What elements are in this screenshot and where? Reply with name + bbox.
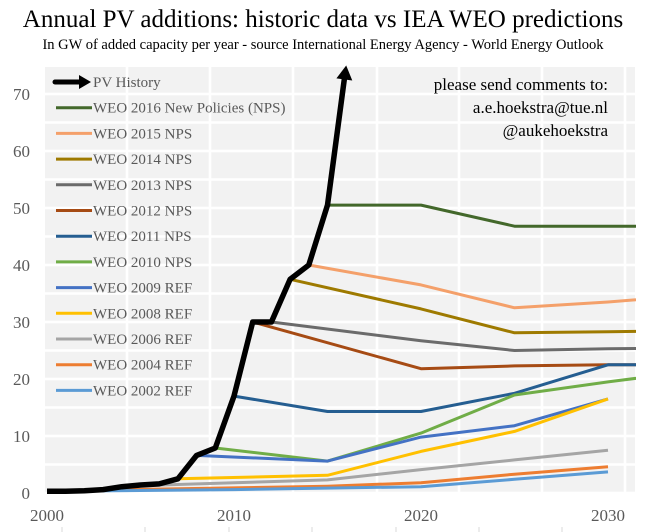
legend-item: WEO 2015 NPS — [56, 126, 192, 142]
series-line-weo-2014-nps — [289, 277, 636, 335]
annotation: please send comments to: a.e.hoekstra@tu… — [434, 75, 609, 140]
annotation-handle: @aukehoekstra — [503, 121, 609, 140]
legend-label: WEO 2009 REF — [93, 281, 192, 297]
legend-item: WEO 2004 REF — [56, 358, 192, 374]
y-axis: 0 10 20 30 40 50 60 70 — [13, 85, 30, 503]
y-tick-label: 40 — [13, 256, 30, 275]
legend: PV History WEO 2016 New Policies (NPS) WEO… — [52, 75, 285, 399]
legend-label: WEO 2006 REF — [93, 332, 192, 348]
series-line-weo-2011-nps — [233, 363, 636, 413]
y-tick-label: 30 — [13, 313, 30, 332]
legend-label: WEO 2011 NPS — [93, 229, 192, 245]
y-tick-label: 50 — [13, 199, 30, 218]
legend-item: WEO 2010 NPS — [56, 255, 192, 271]
legend-label: WEO 2015 NPS — [93, 126, 192, 142]
legend-item: WEO 2009 REF — [56, 281, 192, 297]
legend-label: WEO 2004 REF — [93, 358, 192, 374]
chart-subtitle: In GW of added capacity per year - sourc… — [42, 37, 604, 53]
y-tick-label: 0 — [22, 484, 31, 503]
legend-label: WEO 2010 NPS — [93, 255, 192, 271]
y-tick-label: 20 — [13, 370, 30, 389]
plot-area — [45, 67, 635, 493]
series-line-weo-2002-ref — [46, 470, 609, 493]
legend-label: WEO 2012 NPS — [93, 204, 192, 220]
annotation-line: please send comments to: — [434, 75, 608, 94]
series-line-weo-2013-nps — [271, 320, 636, 352]
annotation-email: a.e.hoekstra@tue.nl — [473, 98, 608, 117]
series-line-weo-2008-ref — [177, 397, 609, 481]
series-line-weo-2015-nps — [308, 263, 636, 310]
y-tick-label: 10 — [13, 427, 30, 446]
legend-item: WEO 2008 REF — [56, 306, 192, 322]
x-tick-label: 2030 — [591, 506, 625, 525]
legend-item: WEO 2011 NPS — [56, 229, 192, 245]
legend-item: WEO 2014 NPS — [56, 152, 192, 168]
y-tick-label: 60 — [13, 142, 30, 161]
legend-label: PV History — [93, 75, 161, 91]
y-tick-label: 70 — [13, 85, 30, 104]
history-series — [46, 65, 353, 495]
legend-label: WEO 2008 REF — [93, 306, 192, 322]
legend-label: WEO 2002 REF — [93, 383, 192, 399]
series-line-weo-2004-ref — [103, 465, 609, 492]
x-axis: 2000 2010 2020 2030 — [30, 506, 625, 532]
legend-item: WEO 2012 NPS — [56, 204, 192, 220]
series-line-weo-2006-ref — [140, 448, 609, 488]
legend-label: WEO 2014 NPS — [93, 152, 192, 168]
x-tick-label: 2000 — [30, 506, 64, 525]
series-line-weo-2009-ref — [196, 397, 609, 463]
series-line-weo-2012-nps — [252, 320, 636, 371]
history-arrowhead — [336, 65, 353, 81]
legend-item: WEO 2013 NPS — [56, 178, 192, 194]
x-tick-label: 2010 — [217, 506, 251, 525]
legend-label: WEO 2013 NPS — [93, 178, 192, 194]
chart-title: Annual PV additions: historic data vs IE… — [22, 6, 624, 33]
legend-label: WEO 2016 New Policies (NPS) — [93, 101, 285, 117]
arrow-icon — [79, 75, 91, 89]
legend-item: WEO 2016 New Policies (NPS) — [56, 101, 285, 117]
series-group — [46, 203, 636, 493]
legend-item: WEO 2006 REF — [56, 332, 192, 348]
x-tick-label: 2020 — [404, 506, 438, 525]
legend-item: WEO 2002 REF — [56, 383, 192, 399]
legend-item: PV History — [52, 75, 161, 91]
series-line-weo-2016-new-policies-nps — [327, 203, 636, 228]
